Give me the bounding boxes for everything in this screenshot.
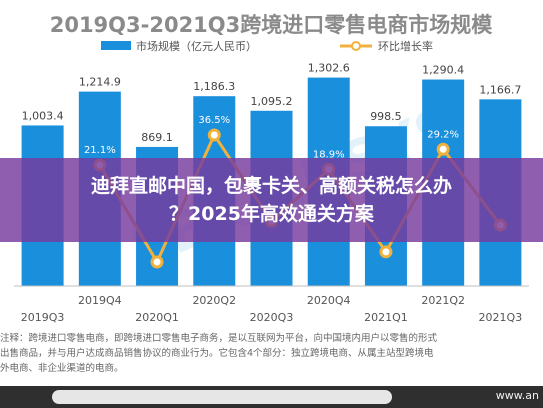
growth-value-label: 36.5% (198, 115, 230, 126)
bar-value-label: 1,302.6 (308, 62, 350, 75)
growth-point (436, 142, 450, 156)
note-line: 注释：跨境进口零售电商，即跨境进口零售电子商务，是以互联网为平台，向中国境内用户… (0, 332, 438, 344)
footnote: 注释：跨境进口零售电商，即跨境进口零售电子商务，是以互联网为平台，向中国境内用户… (0, 332, 438, 374)
x-tick-label: 2019Q4 (78, 294, 122, 307)
growth-value-label: 18.9% (313, 149, 345, 160)
x-tick-label: 2020Q1 (135, 311, 179, 324)
growth-value-label: 21.1% (84, 145, 116, 156)
overlay-banner[interactable]: 迪拜直邮中国，包裹卡关、高额关税怎么办 ？2025年高效通关方案 (0, 158, 543, 242)
x-axis: 2019Q3 2019Q4 2020Q1 2020Q2 2020Q3 2020Q4 2021… (14, 285, 529, 324)
legend-bar-label: 市场规模（亿元人民币） (136, 39, 257, 53)
bar-value-label: 1,166.7 (479, 83, 521, 96)
x-tick-label: 2021Q1 (364, 311, 408, 324)
bar-value-label: 1,290.4 (422, 64, 464, 77)
legend-line-label: 环比增长率 (378, 39, 433, 53)
growth-value-label: 29.2% (427, 129, 459, 140)
x-tick-label: 2021Q2 (421, 294, 465, 307)
bar-value-label: 998.5 (370, 110, 402, 123)
chart-title: 2019Q3-2021Q3跨境进口零售电商市场规模 (50, 13, 494, 37)
bar-value-label: 869.1 (141, 131, 173, 144)
legend-line-marker (351, 41, 361, 51)
browser-footer-bar: www.an (0, 386, 543, 408)
bar-value-label: 1,003.4 (22, 109, 64, 122)
bar-value-label: 1,214.9 (79, 76, 121, 89)
x-tick-label: 2021Q3 (479, 311, 523, 324)
banner-line-1: 迪拜直邮中国，包裹卡关、高额关税怎么办 (90, 175, 452, 197)
growth-point (150, 255, 164, 269)
address-pill (52, 390, 392, 404)
x-tick-label: 2020Q4 (307, 294, 351, 307)
legend-bar-swatch (101, 41, 131, 50)
note-line: 外电商、非企业渠道的电商。 (0, 362, 124, 374)
footer-url: www.an (495, 389, 539, 402)
note-line: 出售商品，并与用户达成商品销售协议的商业行为。它包含4个部分：独立跨境电商、从属… (0, 347, 434, 359)
bar-value-label: 1,095.2 (251, 95, 293, 108)
banner-line-2: ？2025年高效通关方案 (169, 203, 374, 225)
legend: 市场规模（亿元人民币） 环比增长率 (101, 39, 433, 53)
growth-point (207, 128, 221, 142)
bar-value-label: 1,186.3 (193, 80, 235, 93)
x-tick-label: 2019Q3 (21, 311, 65, 324)
growth-point (379, 245, 393, 259)
x-tick-label: 2020Q3 (250, 311, 294, 324)
x-tick-label: 2020Q2 (192, 294, 236, 307)
